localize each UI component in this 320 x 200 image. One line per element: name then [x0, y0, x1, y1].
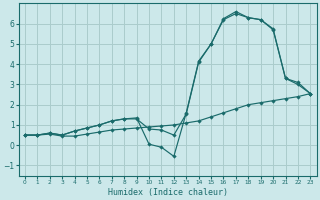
X-axis label: Humidex (Indice chaleur): Humidex (Indice chaleur) — [108, 188, 228, 197]
